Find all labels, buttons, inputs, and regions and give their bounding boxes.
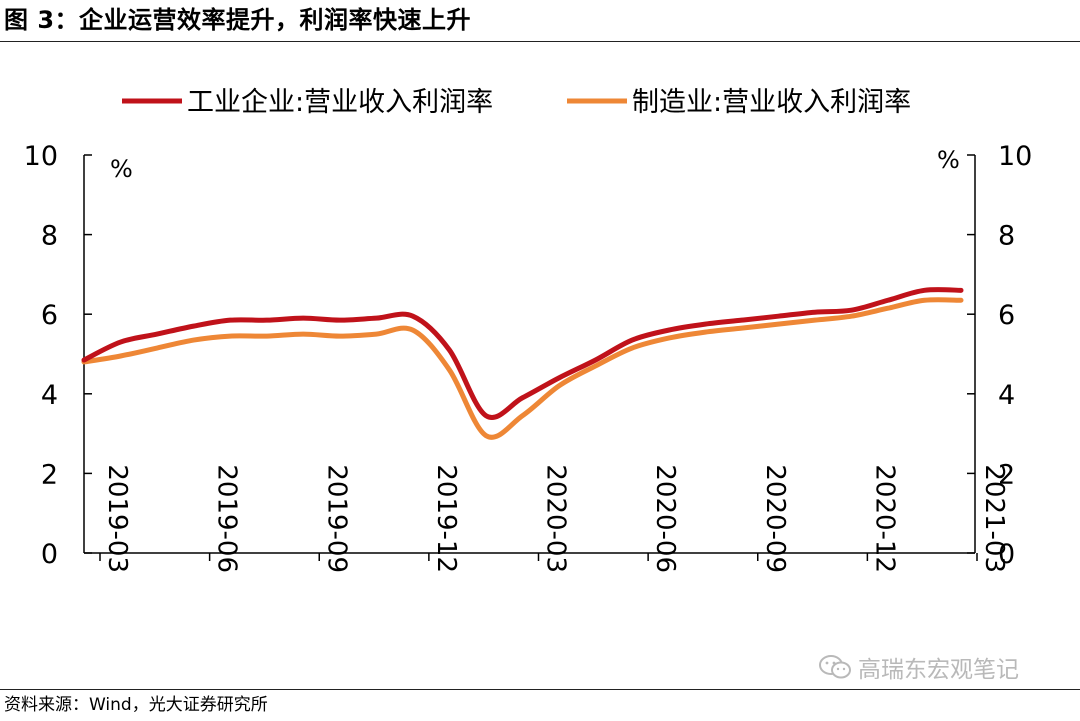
y-right-tick-label: 4 bbox=[998, 380, 1015, 411]
x-tick-label: 2020-06 bbox=[650, 464, 680, 573]
y-right-unit-label: % bbox=[937, 146, 960, 174]
x-tick-label: 2020-03 bbox=[541, 464, 571, 573]
y-left-tick-label: 4 bbox=[41, 380, 58, 411]
legend-label-series-2: 制造业:营业收入利润率 bbox=[632, 87, 911, 118]
legend: 工业企业:营业收入利润率 制造业:营业收入利润率 bbox=[122, 87, 911, 118]
y-left-tick-label: 10 bbox=[24, 141, 58, 172]
series-lines bbox=[81, 287, 964, 440]
watermark-text: 高瑞东宏观笔记 bbox=[858, 657, 1019, 683]
y-left-tick-label: 6 bbox=[41, 300, 58, 331]
series-line-2 bbox=[81, 297, 964, 440]
y-right-tick-label: 8 bbox=[998, 221, 1015, 252]
x-tick-label: 2019-06 bbox=[212, 464, 242, 573]
axes: 0 0 2 2 4 4 6 6 8 8 10 10 2019-03 2019-06 2019-09 2019-… bbox=[24, 141, 1033, 573]
x-tick-label: 2019-12 bbox=[431, 464, 461, 573]
legend-label-series-1: 工业企业:营业收入利润率 bbox=[187, 87, 493, 118]
x-tick-label: 2020-09 bbox=[760, 464, 790, 573]
y-left-tick-label: 2 bbox=[41, 459, 58, 490]
x-tick-label: 2021-03 bbox=[979, 464, 1009, 573]
y-right-tick-label: 10 bbox=[998, 141, 1032, 172]
source-note: 资料来源：Wind，光大证券研究所 bbox=[4, 695, 268, 715]
top-rule bbox=[0, 41, 1080, 42]
y-right-tick-label: 2 bbox=[998, 459, 1015, 490]
bottom-rule bbox=[0, 689, 1080, 690]
series-line-1 bbox=[81, 287, 964, 420]
y-right-tick-label: 6 bbox=[998, 300, 1015, 331]
y-left-tick-label: 8 bbox=[41, 221, 58, 252]
watermark: 高瑞东宏观笔记 bbox=[818, 652, 1019, 683]
y-left-tick-label: 0 bbox=[41, 539, 58, 570]
y-right-tick-label: 0 bbox=[998, 539, 1015, 570]
figure-title: 图 3：企业运营效率提升，利润率快速上升 bbox=[4, 6, 472, 34]
y-left-unit-label: % bbox=[110, 155, 133, 183]
x-tick-label: 2019-03 bbox=[102, 464, 132, 573]
x-tick-label: 2020-12 bbox=[869, 464, 899, 573]
wechat-icon bbox=[819, 655, 851, 679]
line-chart: 工业企业:营业收入利润率 制造业:营业收入利润率 % % 0 0 2 2 4 4 6 6 8 8 1… bbox=[24, 87, 1033, 573]
x-tick-label: 2019-09 bbox=[321, 464, 351, 573]
